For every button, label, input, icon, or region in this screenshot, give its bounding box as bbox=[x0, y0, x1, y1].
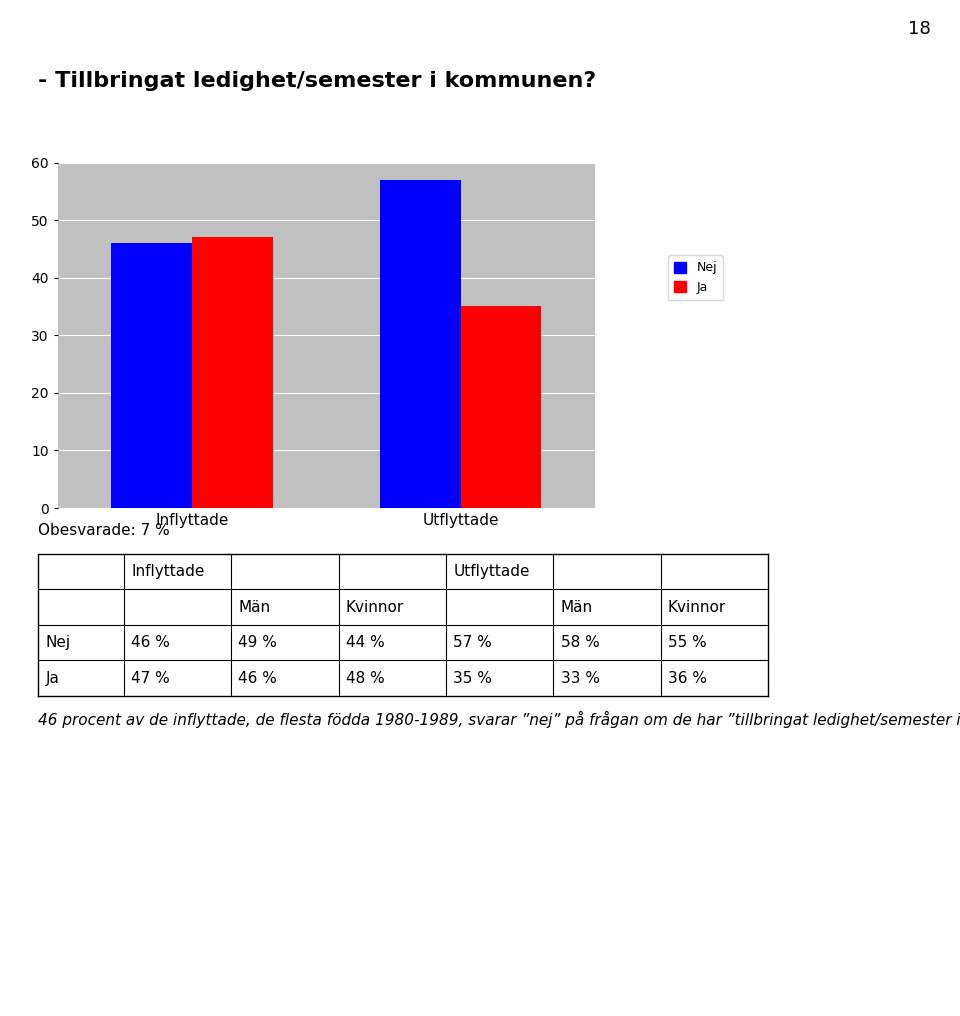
Text: 47 %: 47 % bbox=[132, 671, 170, 686]
Bar bbox=[192, 238, 273, 508]
Text: 35 %: 35 % bbox=[453, 671, 492, 686]
Text: 55 %: 55 % bbox=[668, 635, 707, 650]
Text: 33 %: 33 % bbox=[561, 671, 600, 686]
Text: 44 %: 44 % bbox=[346, 635, 385, 650]
Text: 49 %: 49 % bbox=[238, 635, 277, 650]
Text: 46 %: 46 % bbox=[238, 671, 277, 686]
Text: Inflyttade: Inflyttade bbox=[132, 564, 204, 579]
Text: Ja: Ja bbox=[46, 671, 60, 686]
Text: Män: Män bbox=[238, 599, 271, 615]
Text: Kvinnor: Kvinnor bbox=[346, 599, 404, 615]
Text: Utflyttade: Utflyttade bbox=[453, 564, 530, 579]
Legend: Nej, Ja: Nej, Ja bbox=[668, 255, 723, 300]
Text: - Tillbringat ledighet/semester i kommunen?: - Tillbringat ledighet/semester i kommun… bbox=[38, 71, 597, 91]
Text: 58 %: 58 % bbox=[561, 635, 599, 650]
Text: 46 %: 46 % bbox=[132, 635, 170, 650]
Text: 18: 18 bbox=[908, 20, 931, 39]
Text: 46 procent av de inflyttade, de flesta födda 1980-1989, svarar ”nej” på frågan o: 46 procent av de inflyttade, de flesta f… bbox=[38, 711, 960, 728]
Text: 57 %: 57 % bbox=[453, 635, 492, 650]
Text: Obesvarade: 7 %: Obesvarade: 7 % bbox=[38, 523, 170, 538]
Text: 36 %: 36 % bbox=[668, 671, 707, 686]
Text: 48 %: 48 % bbox=[346, 671, 385, 686]
Bar bbox=[111, 243, 192, 508]
Text: Kvinnor: Kvinnor bbox=[668, 599, 726, 615]
Bar bbox=[461, 307, 541, 508]
Text: Nej: Nej bbox=[46, 635, 71, 650]
Bar bbox=[380, 180, 461, 508]
Text: Män: Män bbox=[561, 599, 592, 615]
